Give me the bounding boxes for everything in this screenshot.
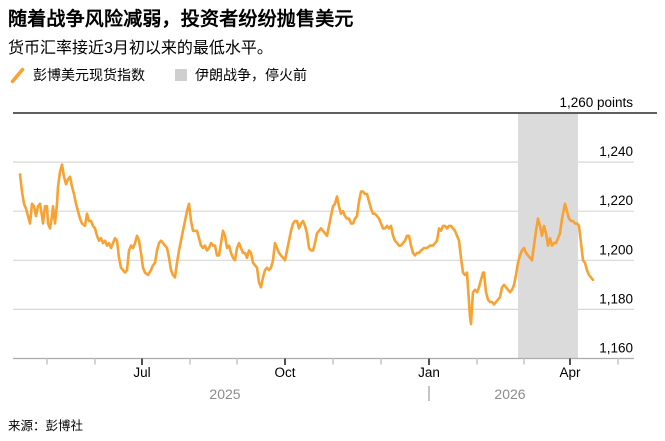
y-axis-label: 1,220 [599,193,633,208]
y-axis-label: 1,160 [599,341,633,356]
legend-item-iran-war: 伊朗战争，停火前 [175,65,307,85]
y-axis-label: 1,260 points [559,95,633,110]
legend-label-dollar-index: 彭博美元现货指数 [33,67,145,83]
price-line [18,163,595,326]
y-axis-label: 1,180 [599,291,633,306]
legend-item-dollar-index: 彭博美元现货指数 [10,65,145,85]
x-axis-label: Oct [274,365,295,380]
year-label: 2025 [209,386,240,402]
orange-slash-icon [10,67,25,83]
gray-square-icon [175,69,187,81]
ceasefire-band [518,113,578,359]
year-label: 2026 [494,386,525,402]
y-axis-label: 1,200 [599,242,633,257]
y-axis-label: 1,240 [599,144,633,159]
legend-label-iran-war: 伊朗战争，停火前 [195,67,307,83]
x-axis-label: Apr [559,365,581,380]
source-note: 来源：彭博社 [8,419,84,433]
dollar-index-line-chart: 1,260 points 1,240 1,220 1,200 1,180 1,160 Jul… [13,95,657,402]
x-axis-label: Jan [418,365,440,380]
chart-subtitle: 货币汇率接近3月初以来的最低水平。 [8,40,273,57]
chart-title: 随着战争风险减弱，投资者纷纷抛售美元 [8,9,354,30]
legend: 彭博美元现货指数 伊朗战争，停火前 [10,65,307,85]
x-axis-label: Jul [133,365,150,380]
